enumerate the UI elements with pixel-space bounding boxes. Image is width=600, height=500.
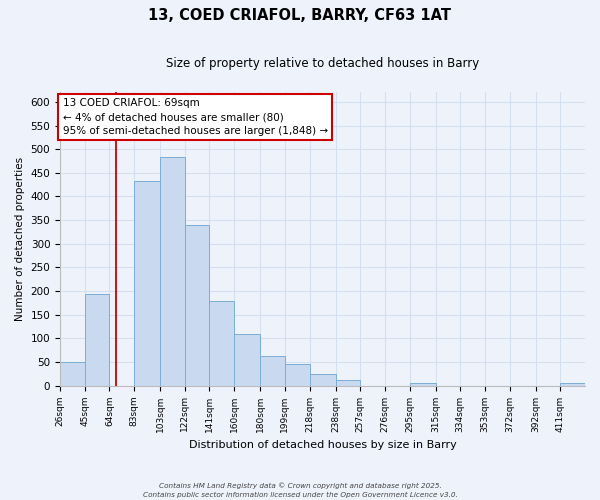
Bar [310, 374, 335, 386]
Bar [260, 356, 285, 386]
Bar [134, 182, 160, 386]
X-axis label: Distribution of detached houses by size in Barry: Distribution of detached houses by size … [188, 440, 457, 450]
Bar [560, 383, 585, 386]
Text: Contains HM Land Registry data © Crown copyright and database right 2025.
Contai: Contains HM Land Registry data © Crown c… [143, 482, 457, 498]
Text: 13, COED CRIAFOL, BARRY, CF63 1AT: 13, COED CRIAFOL, BARRY, CF63 1AT [149, 8, 452, 22]
Bar [234, 334, 260, 386]
Bar [60, 362, 85, 386]
Bar [410, 383, 436, 386]
Bar [209, 302, 234, 386]
Bar [285, 364, 310, 386]
Y-axis label: Number of detached properties: Number of detached properties [15, 157, 25, 321]
Title: Size of property relative to detached houses in Barry: Size of property relative to detached ho… [166, 58, 479, 70]
Text: 13 COED CRIAFOL: 69sqm
← 4% of detached houses are smaller (80)
95% of semi-deta: 13 COED CRIAFOL: 69sqm ← 4% of detached … [62, 98, 328, 136]
Bar [85, 294, 109, 386]
Bar [160, 158, 185, 386]
Bar [185, 225, 209, 386]
Bar [335, 380, 360, 386]
